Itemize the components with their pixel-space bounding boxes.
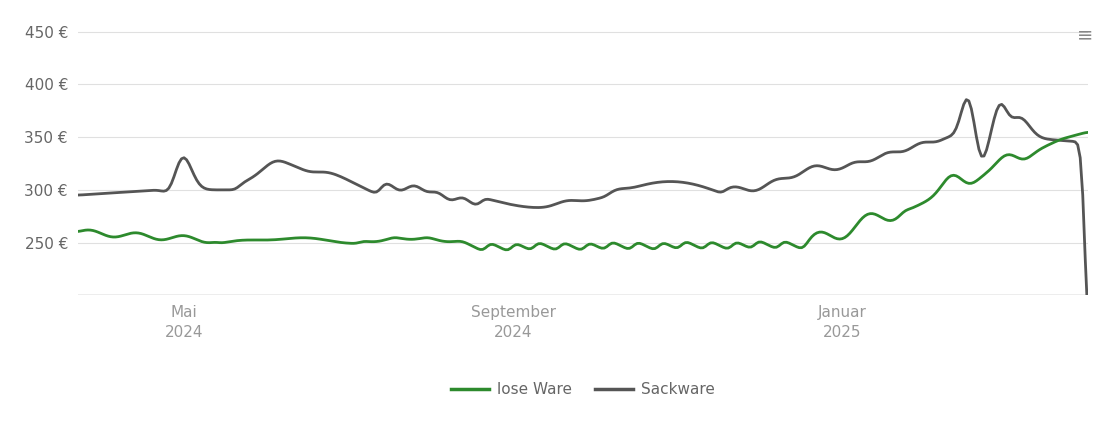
Legend: lose Ware, Sackware: lose Ware, Sackware: [445, 376, 720, 403]
Text: ≡: ≡: [1077, 25, 1093, 44]
